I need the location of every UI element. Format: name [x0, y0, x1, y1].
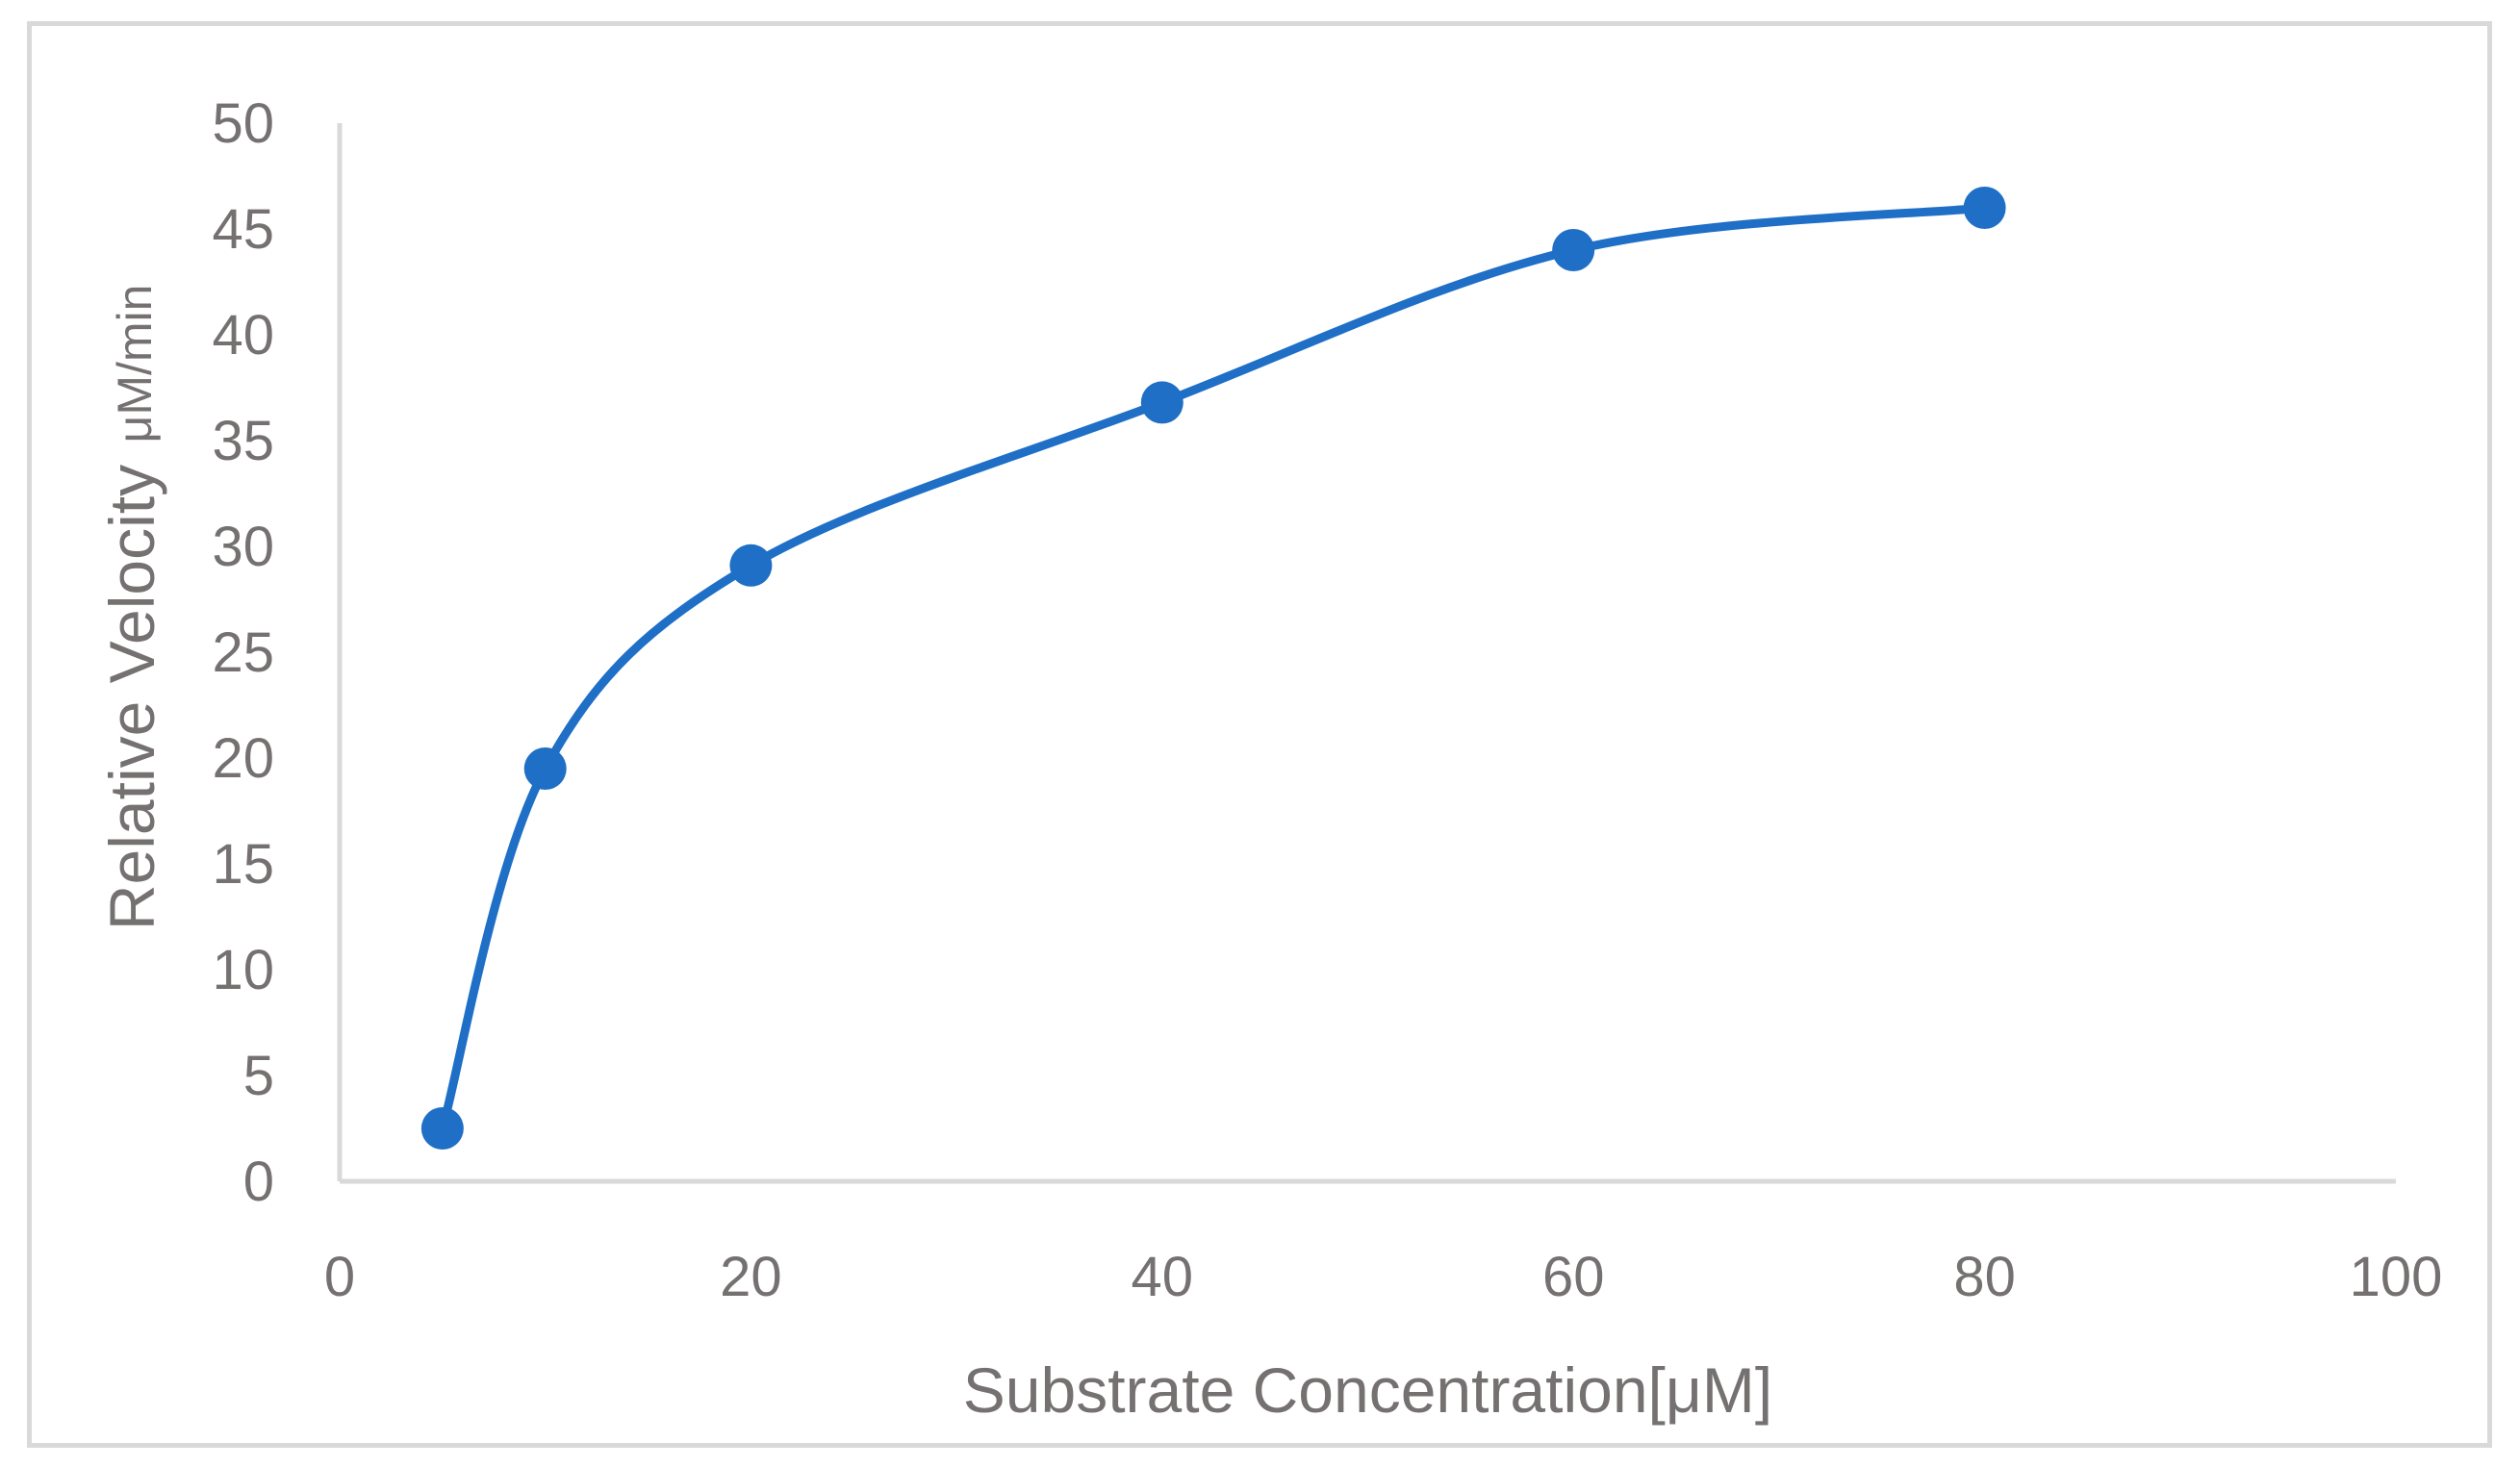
y-tick-label: 25: [212, 621, 274, 684]
y-axis-title: Relative Velocity: [96, 465, 167, 930]
x-tick-labels: 0 20 40 60 80 100: [324, 1246, 2443, 1308]
data-point: [729, 544, 773, 587]
y-tick-label: 40: [212, 304, 274, 367]
x-tick-label: 80: [1953, 1246, 2016, 1308]
y-tick-label: 10: [212, 939, 274, 1001]
x-tick-label: 0: [324, 1246, 355, 1308]
axes: [337, 123, 2396, 1184]
x-tick-label: 100: [2350, 1246, 2443, 1308]
chart-frame: [27, 21, 2492, 1448]
y-tick-label: 45: [212, 198, 274, 261]
x-tick-label: 60: [1542, 1246, 1605, 1308]
series-line: [438, 203, 1990, 1133]
data-point: [523, 747, 567, 790]
y-tick-label: 0: [243, 1151, 274, 1213]
series-layer: [420, 187, 2006, 1150]
y-axis-unit: μM/min: [108, 285, 162, 443]
data-point: [1552, 229, 1595, 271]
x-tick-label: 20: [720, 1246, 782, 1308]
y-tick-label: 5: [243, 1045, 274, 1107]
data-point: [420, 1107, 464, 1150]
data-point: [1140, 381, 1184, 424]
y-tick-label: 35: [212, 410, 274, 472]
y-tick-label: 50: [212, 92, 274, 155]
data-point: [1963, 187, 2006, 229]
x-tick-label: 40: [1132, 1246, 1194, 1308]
y-axis-title-group: Relative Velocity μM/min: [96, 285, 167, 931]
x-axis-title: Substrate Concentration[μM]: [963, 1354, 1772, 1426]
y-tick-labels: 0 5 10 15 20 25 30 35 40 45 50: [212, 92, 274, 1213]
y-tick-label: 20: [212, 727, 274, 790]
y-tick-label: 30: [212, 516, 274, 578]
y-tick-label: 15: [212, 833, 274, 896]
